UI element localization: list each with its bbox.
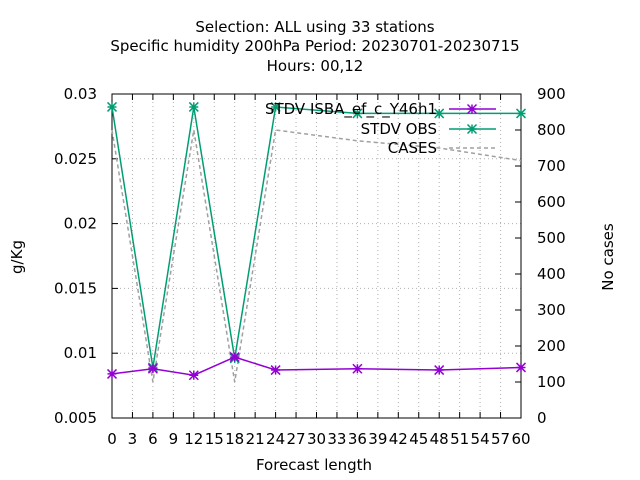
legend-label: CASES (388, 139, 437, 157)
y-tick-label: 0.03 (64, 85, 97, 103)
data-point (188, 101, 199, 112)
x-tick-label: 18 (225, 430, 244, 448)
x-tick-label: 27 (287, 430, 306, 448)
y2-tick-label: 200 (537, 337, 566, 355)
y-tick-label: 0.02 (64, 215, 97, 233)
data-point (270, 101, 281, 112)
y2-tick-label: 600 (537, 193, 566, 211)
chart-title-line-1: Selection: ALL using 33 stations (195, 18, 434, 36)
x-tick-label: 21 (246, 430, 265, 448)
y2-tick-label: 300 (537, 301, 566, 319)
data-point (352, 108, 363, 119)
x-tick-label: 30 (307, 430, 326, 448)
y-axis-label: g/Kg (8, 240, 26, 274)
legend-label: STDV ISBA_ef_c_Y46h1 (265, 100, 437, 119)
data-point (270, 365, 281, 376)
series-0 (106, 352, 527, 381)
x-axis-label: Forecast length (256, 456, 372, 474)
data-point (188, 370, 199, 381)
series-line (111, 129, 522, 383)
series-layer (106, 101, 527, 383)
x-tick-label: 54 (471, 430, 490, 448)
legend-label: STDV OBS (361, 120, 437, 138)
series-2 (111, 129, 522, 383)
y2-tick-label: 0 (537, 409, 547, 427)
data-point (434, 365, 445, 376)
y2-axis-label: No cases (599, 223, 617, 291)
y-tick-label: 0.025 (54, 150, 97, 168)
y2-tick-label: 900 (537, 85, 566, 103)
data-point (515, 362, 527, 373)
x-tick-label: 39 (368, 430, 387, 448)
x-tick-label: 3 (128, 430, 138, 448)
x-tick-label: 51 (450, 430, 469, 448)
chart-title-line-2: Specific humidity 200hPa Period: 2023070… (110, 37, 519, 55)
y2-tick-label: 800 (537, 121, 566, 139)
tick-marks (111, 93, 522, 419)
data-point (147, 363, 158, 374)
x-tick-label: 48 (430, 430, 449, 448)
data-point (106, 368, 118, 379)
y-tick-label: 0.015 (54, 279, 97, 297)
x-tick-label: 24 (266, 430, 285, 448)
x-tick-label: 33 (327, 430, 346, 448)
legend-marker (466, 103, 478, 115)
y2-tick-label: 700 (537, 157, 566, 175)
x-tick-label: 15 (205, 430, 224, 448)
data-point (434, 108, 445, 119)
x-tick-label: 0 (107, 430, 117, 448)
data-point (515, 108, 527, 119)
y2-tick-label: 100 (537, 373, 566, 391)
x-tick-label: 42 (389, 430, 408, 448)
data-point (352, 363, 363, 374)
grid (112, 94, 521, 418)
series-line (111, 356, 522, 376)
legend-marker (466, 123, 478, 135)
y-tick-label: 0.01 (64, 344, 97, 362)
data-point (229, 352, 240, 363)
y-tick-label: 0.005 (54, 409, 97, 427)
x-tick-label: 12 (184, 430, 203, 448)
x-tick-label: 6 (148, 430, 158, 448)
x-tick-label: 57 (491, 430, 510, 448)
x-tick-label: 60 (511, 430, 530, 448)
x-tick-label: 45 (409, 430, 428, 448)
data-point (106, 101, 118, 112)
x-tick-label: 9 (169, 430, 179, 448)
series-line (111, 106, 521, 368)
x-tick-label: 36 (348, 430, 367, 448)
y2-tick-label: 500 (537, 229, 566, 247)
y2-tick-label: 400 (537, 265, 566, 283)
chart-title-line-3: Hours: 00,12 (267, 57, 364, 75)
